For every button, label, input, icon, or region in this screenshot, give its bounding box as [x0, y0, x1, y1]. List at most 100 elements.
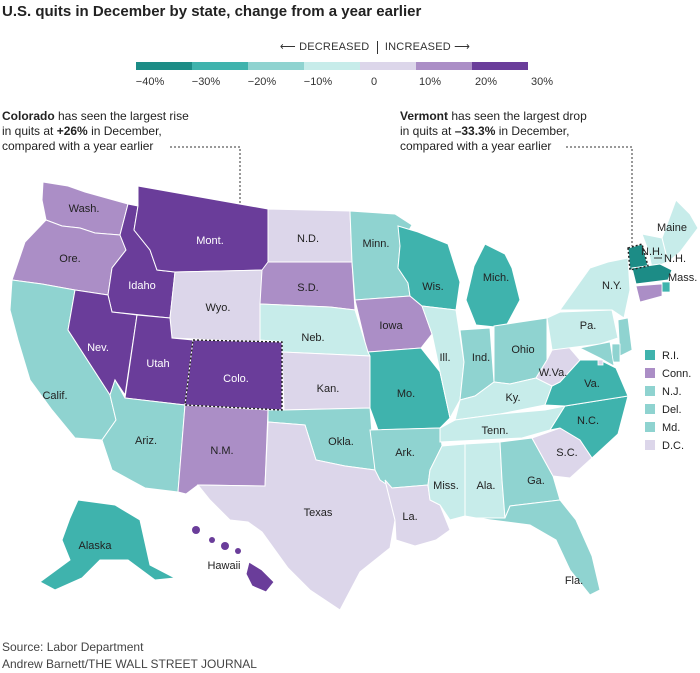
state-label-idaho: Idaho [128, 280, 156, 292]
annotation-text: in quits at [2, 124, 57, 138]
state-label-neb: Neb. [301, 332, 324, 344]
legend-tick-label: −30% [192, 76, 221, 88]
state-label-mich: Mich. [483, 272, 509, 284]
state-label-alaska: Alaska [78, 540, 112, 552]
annotation-text: in December, [87, 124, 162, 138]
state-label-ill: Ill. [440, 352, 451, 364]
state-label-ohio: Ohio [511, 344, 534, 356]
state-label-ga: Ga. [527, 475, 545, 487]
annotation-value-vermont: –33.3% [454, 124, 496, 138]
state-label-mass: Mass. [668, 272, 697, 284]
small-state-swatch-md [645, 422, 655, 432]
annotation-text: compared with a year earlier [400, 139, 552, 153]
state-mo [367, 347, 451, 431]
small-state-label-ri: R.I. [662, 350, 679, 362]
state-label-mo: Mo. [397, 388, 415, 400]
state-label-ariz: Ariz. [135, 435, 157, 447]
state-label-ark: Ark. [395, 447, 415, 459]
state-md [578, 341, 615, 367]
state-label-utah: Utah [146, 358, 169, 370]
state-hawaii [245, 561, 275, 593]
state-alaska [39, 499, 177, 591]
state-label-ala: Ala. [477, 480, 496, 492]
legend-swatch [248, 62, 304, 70]
hawaii-island [209, 537, 215, 543]
source-line: Source: Labor Department [2, 640, 144, 654]
chart-title: U.S. quits in December by state, change … [2, 3, 422, 20]
state-label-calif: Calif. [42, 390, 67, 402]
legend-tick-label: 10% [419, 76, 441, 88]
state-label-maine: Maine [657, 222, 687, 234]
state-label-mont: Mont. [196, 235, 224, 247]
legend-tick-label: 20% [475, 76, 497, 88]
annotation-text: compared with a year earlier [2, 139, 154, 153]
legend-swatch [416, 62, 472, 70]
state-la [384, 479, 451, 547]
annotation-state-colorado: Colorado [2, 109, 55, 123]
state-label-tenn: Tenn. [482, 425, 509, 437]
legend-divider [376, 40, 378, 54]
right-arrow-icon: ⟶ [454, 41, 471, 53]
vermont-annotation: Vermont has seen the largest drop in qui… [400, 109, 587, 154]
state-label-wyo: Wyo. [206, 302, 231, 314]
state-label-sd: S.D. [297, 282, 318, 294]
legend-scale: −40% −30% −20% −10% 0 10% 20% 30% [136, 62, 553, 88]
legend-tick-label: 0 [371, 76, 377, 88]
state-label-nh: N.H. [641, 246, 663, 258]
annotation-state-vermont: Vermont [400, 109, 449, 123]
state-ill [421, 305, 465, 420]
hawaii-island [235, 548, 241, 554]
legend-swatch [360, 62, 416, 70]
hawaii-island [192, 526, 200, 534]
state-label-la: La. [402, 511, 417, 523]
annotation-text: has seen the largest drop [448, 109, 587, 123]
state-label-sc: S.C. [556, 447, 577, 459]
state-label-fla: Fla. [565, 575, 583, 587]
state-label-va: Va. [584, 378, 600, 390]
legend-increased: INCREASED [384, 41, 451, 53]
state-label-wva: W.Va. [539, 367, 568, 379]
state-miss [427, 443, 466, 521]
state-label-hawaii: Hawaii [207, 560, 240, 572]
small-state-label-dc: D.C. [662, 440, 684, 452]
state-mich [465, 243, 521, 329]
annotation-text: has seen the largest rise [54, 109, 189, 123]
colorado-highlight [184, 339, 283, 411]
state-label-nev: Nev. [87, 342, 109, 354]
state-label-minn: Minn. [363, 238, 390, 250]
small-state-swatch-dc [645, 440, 655, 450]
state-ny [559, 257, 631, 319]
legend-direction: ⟵ DECREASED INCREASED ⟶ [250, 40, 500, 54]
legend-tick-label: 30% [531, 76, 553, 88]
annotation-text: in December, [495, 124, 570, 138]
state-label-nc: N.C. [577, 415, 599, 427]
state-kan [281, 351, 371, 411]
state-label-nm: N.M. [210, 445, 233, 457]
legend-swatch [136, 62, 192, 70]
hawaii-island [221, 542, 229, 550]
us-map: Wash. Ore. Calif. Idaho Nev. Mont. Wyo. Utah Col… [9, 146, 699, 611]
state-label-kan: Kan. [317, 383, 340, 395]
state-wyo [169, 269, 269, 343]
state-conn [635, 283, 663, 303]
state-label-iowa: Iowa [379, 320, 403, 332]
state-label-okla: Okla. [328, 436, 354, 448]
colorado-annotation: Colorado has seen the largest rise in qu… [2, 109, 189, 154]
state-mass [631, 263, 673, 285]
small-state-swatch-nj [645, 386, 655, 396]
state-label-ind: Ind. [472, 352, 490, 364]
state-pa [546, 309, 619, 351]
state-label-wash: Wash. [69, 203, 100, 215]
state-label-colo: Colo. [223, 373, 249, 385]
state-fla [475, 499, 601, 596]
small-state-label-conn: Conn. [662, 368, 691, 380]
small-state-label-del: Del. [662, 404, 682, 416]
vermont-highlight [627, 243, 649, 271]
legend-swatch [304, 62, 360, 70]
state-label-ky: Ky. [505, 392, 520, 404]
state-mont [133, 185, 269, 273]
legend-tick-label: −40% [136, 76, 164, 88]
credit-line: Andrew Barnett/THE WALL STREET JOURNAL [2, 657, 257, 671]
state-label-nh: N.H. [664, 253, 686, 265]
state-label-pa: Pa. [580, 320, 597, 332]
